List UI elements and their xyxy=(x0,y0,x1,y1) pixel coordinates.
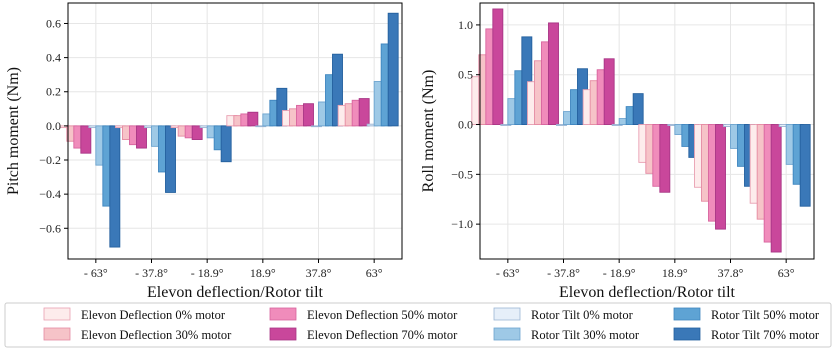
y-axis-label: Roll moment (Nm) xyxy=(420,70,437,193)
legend-label: Elevon Deflection 0% motor xyxy=(81,308,226,322)
y-tick-label: 0.0 xyxy=(46,119,61,133)
bar xyxy=(136,125,147,149)
bar xyxy=(770,124,782,253)
legend-swatch xyxy=(673,327,701,341)
x-axis-label: Elevon deflection/Rotor tilt xyxy=(559,284,736,301)
bar xyxy=(556,124,567,126)
x-tick-label: 18.9° xyxy=(250,266,276,280)
y-tick-label: 0.4 xyxy=(46,51,61,65)
x-tick-label: 37.8° xyxy=(306,266,332,280)
x-axis-label: Elevon deflection/Rotor tilt xyxy=(147,284,324,301)
y-tick-label: −0.6 xyxy=(39,221,61,235)
legend-swatch xyxy=(43,327,71,341)
legend-swatch xyxy=(493,327,521,341)
axes-frame xyxy=(479,2,815,260)
legend-label: Rotor Tilt 70% motor xyxy=(711,328,820,342)
axes-frame xyxy=(67,2,403,260)
bar xyxy=(303,103,314,127)
legend-label: Elevon Deflection 70% motor xyxy=(307,328,458,342)
legend-swatch xyxy=(43,307,71,321)
bar xyxy=(80,125,92,154)
bar xyxy=(247,111,259,127)
bar xyxy=(387,12,399,127)
x-tick-label: 37.8° xyxy=(718,266,744,280)
x-tick-label: - 63° xyxy=(496,266,520,280)
pitch-moment-chart: −0.6 −0.4 −0.2 0.0 0.2 0.4 0.6 - 63° - 37.8° - 18… xyxy=(5,2,403,301)
bar xyxy=(521,36,533,125)
y-tick-label: 0.2 xyxy=(46,85,61,99)
x-tick-label: - 37.8° xyxy=(135,266,168,280)
legend-swatch xyxy=(493,307,521,321)
y-tick-label: −0.5 xyxy=(451,167,473,181)
bar xyxy=(332,53,343,127)
legend-label: Elevon Deflection 50% motor xyxy=(307,308,458,322)
roll-moment-chart: −1.0 −0.5 0.0 0.5 1.0 - 63° - 37.8° - 18.9° 18.9… xyxy=(420,2,815,301)
legend-swatch xyxy=(269,327,297,341)
y-tick-label: 0.5 xyxy=(458,68,473,82)
x-tick-label: - 37.8° xyxy=(547,266,580,280)
y-tick-label: 0.6 xyxy=(46,16,61,30)
y-tick-label: −0.2 xyxy=(39,153,61,167)
x-tick-label: - 63° xyxy=(84,266,108,280)
legend-label: Rotor Tilt 30% motor xyxy=(531,328,640,342)
legend-swatch xyxy=(673,307,701,321)
legend-box xyxy=(4,302,832,348)
y-tick-label: 1.0 xyxy=(458,18,473,32)
bar xyxy=(165,125,176,193)
legend-label: Rotor Tilt 0% motor xyxy=(531,308,634,322)
bar xyxy=(220,125,232,163)
legend-swatch xyxy=(269,307,297,321)
x-tick-label: - 18.9° xyxy=(603,266,636,280)
y-tick-label: 0.0 xyxy=(458,118,473,132)
x-tick-label: 63° xyxy=(778,266,795,280)
legend-label: Rotor Tilt 50% motor xyxy=(711,308,820,322)
bar xyxy=(191,125,203,140)
y-tick-label: −0.4 xyxy=(39,187,61,201)
bar xyxy=(492,8,504,125)
legend: Elevon Deflection 0% motor Elevon Deflect… xyxy=(4,302,832,348)
bar xyxy=(358,98,370,127)
y-axis-label: Pitch moment (Nm) xyxy=(5,67,22,195)
x-tick-label: - 18.9° xyxy=(191,266,224,280)
bar xyxy=(548,22,559,125)
x-tick-label: 63° xyxy=(366,266,383,280)
bar xyxy=(715,124,726,230)
bar xyxy=(611,124,623,126)
y-tick-label: −1.0 xyxy=(451,217,473,231)
bar xyxy=(603,58,615,125)
bar xyxy=(109,125,121,248)
bar xyxy=(276,87,288,127)
bar xyxy=(799,124,811,207)
bar xyxy=(500,124,512,126)
x-tick-label: 18.9° xyxy=(662,266,688,280)
bar xyxy=(659,124,671,193)
bar xyxy=(632,93,644,125)
legend-label: Elevon Deflection 30% motor xyxy=(81,328,232,342)
